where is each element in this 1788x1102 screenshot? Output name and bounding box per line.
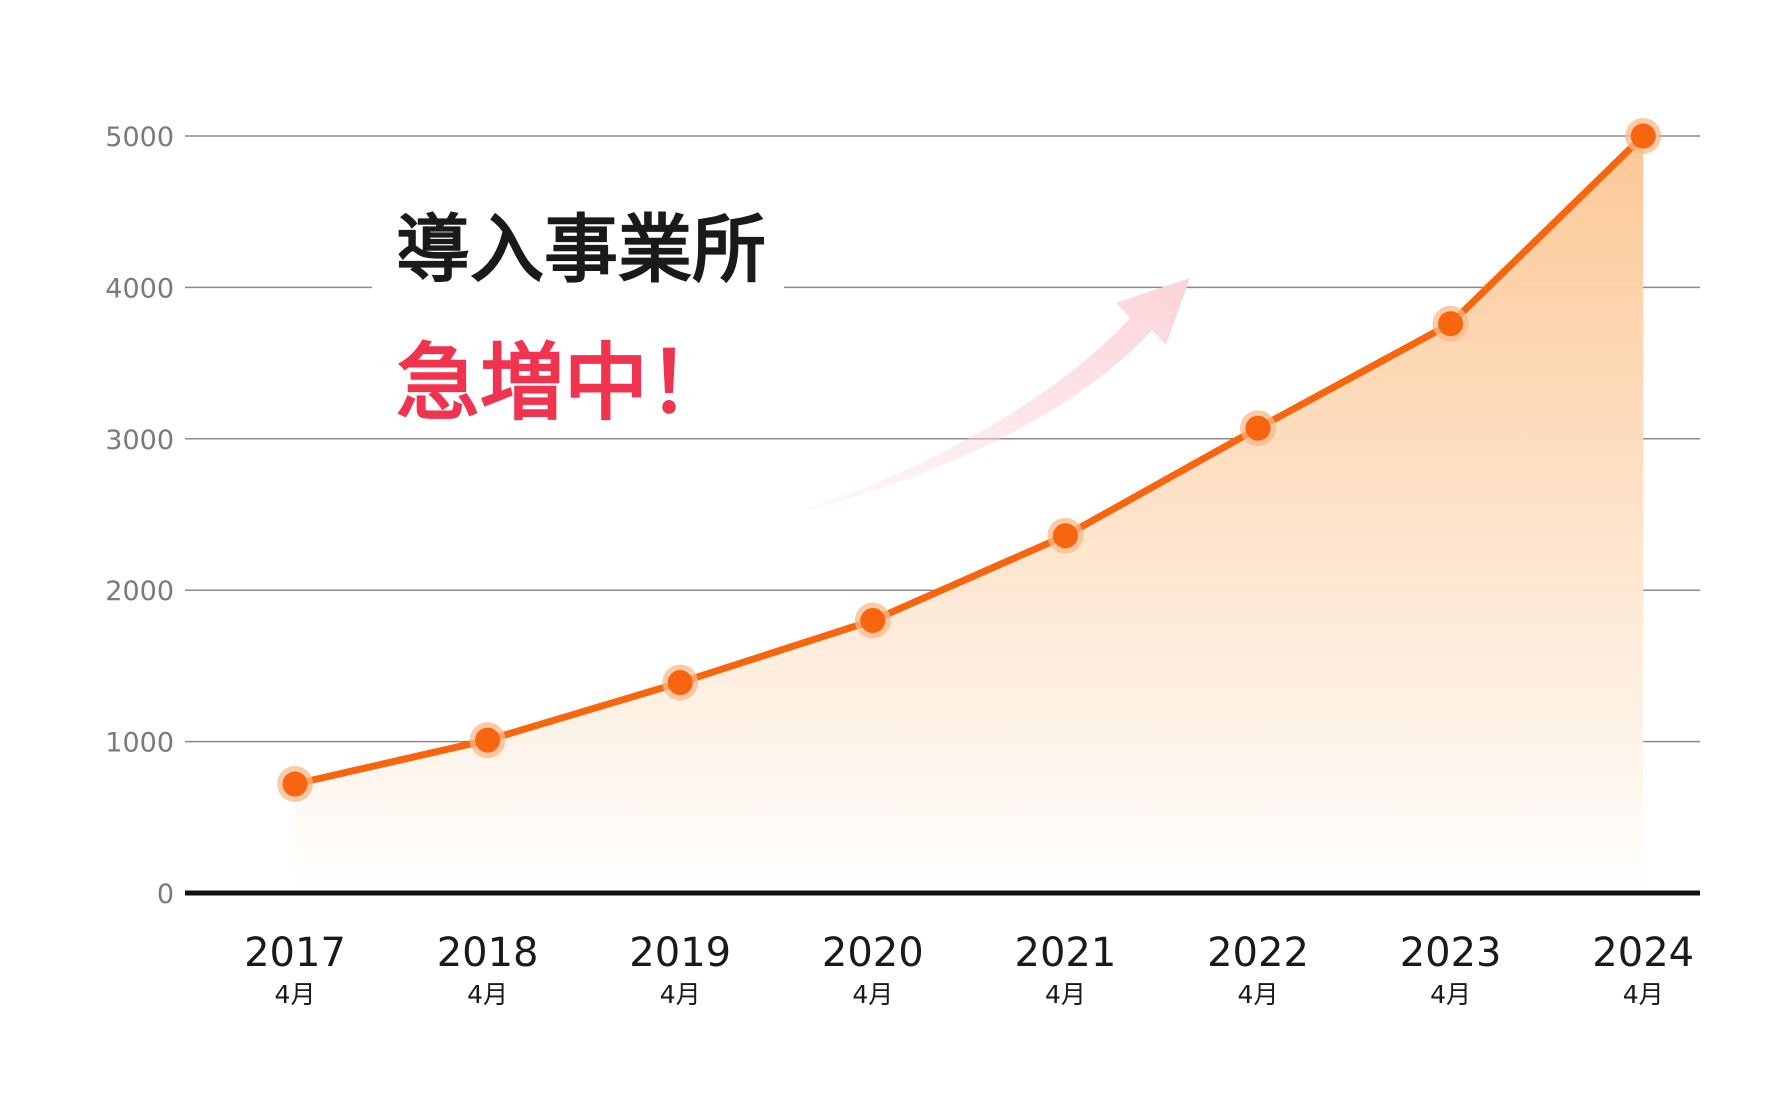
x-tick-label-2017: 2017 xyxy=(244,930,346,976)
y-tick-label-0: 0 xyxy=(157,879,174,910)
y-tick-label-4000: 4000 xyxy=(105,273,174,304)
x-tick-label-2018: 2018 xyxy=(437,930,539,976)
data-point-2017 xyxy=(277,765,313,802)
x-tick-label-2022: 2022 xyxy=(1207,930,1309,976)
x-tick-sublabel-2018: 4月 xyxy=(467,980,508,1009)
x-tick-label-2019: 2019 xyxy=(629,930,731,976)
x-tick-sublabel-2023: 4月 xyxy=(1430,980,1471,1009)
series-line-layer xyxy=(291,132,1647,788)
data-point-2022 xyxy=(1240,410,1276,447)
series-markers xyxy=(277,118,1662,802)
data-point-2020 xyxy=(854,602,891,639)
data-point-2019 xyxy=(662,664,699,701)
data-point-marker xyxy=(282,771,308,797)
x-axis-ticks: 2017 4月 2018 4月 2019 4月 2020 4月 2021 4月 2022 4月 2023… xyxy=(244,930,1694,1009)
area-fill-layer xyxy=(295,136,1644,891)
x-tick-sublabel-2020: 4月 xyxy=(852,980,893,1009)
x-tick-sublabel-2017: 4月 xyxy=(275,980,316,1009)
x-tick-sublabel-2021: 4月 xyxy=(1045,980,1086,1009)
x-tick-label-2020: 2020 xyxy=(822,930,924,976)
x-tick-label-2021: 2021 xyxy=(1015,930,1117,976)
x-tick-sublabel-2022: 4月 xyxy=(1238,980,1279,1009)
y-tick-label-5000: 5000 xyxy=(105,122,174,153)
data-point-marker xyxy=(1052,523,1078,549)
y-tick-label-2000: 2000 xyxy=(105,576,174,607)
data-point-2023 xyxy=(1432,305,1469,342)
data-point-marker xyxy=(667,670,693,696)
data-point-marker xyxy=(1245,415,1271,441)
x-tick-sublabel-2024: 4月 xyxy=(1623,980,1664,1009)
data-point-2018 xyxy=(469,722,506,759)
data-point-marker xyxy=(860,607,886,633)
x-tick-label-2024: 2024 xyxy=(1592,930,1694,976)
data-point-marker xyxy=(475,727,501,753)
headline-background xyxy=(372,198,784,306)
trend-arrow-icon xyxy=(797,278,1190,512)
data-point-2021 xyxy=(1047,517,1084,554)
data-point-marker xyxy=(1438,311,1464,337)
y-tick-label-1000: 1000 xyxy=(105,728,174,759)
series-area xyxy=(295,136,1644,891)
data-point-marker xyxy=(1630,123,1656,149)
x-tick-label-2023: 2023 xyxy=(1400,930,1502,976)
annotation-subheadline: 急増中！ xyxy=(396,334,732,432)
series-line xyxy=(291,132,1647,788)
x-tick-sublabel-2019: 4月 xyxy=(660,980,701,1009)
y-axis-ticks: 0 1000 2000 3000 4000 5000 xyxy=(105,122,174,910)
data-point-2024 xyxy=(1625,118,1662,154)
annotation-headline: 導入事業所 xyxy=(396,207,766,293)
y-tick-label-3000: 3000 xyxy=(105,425,174,456)
